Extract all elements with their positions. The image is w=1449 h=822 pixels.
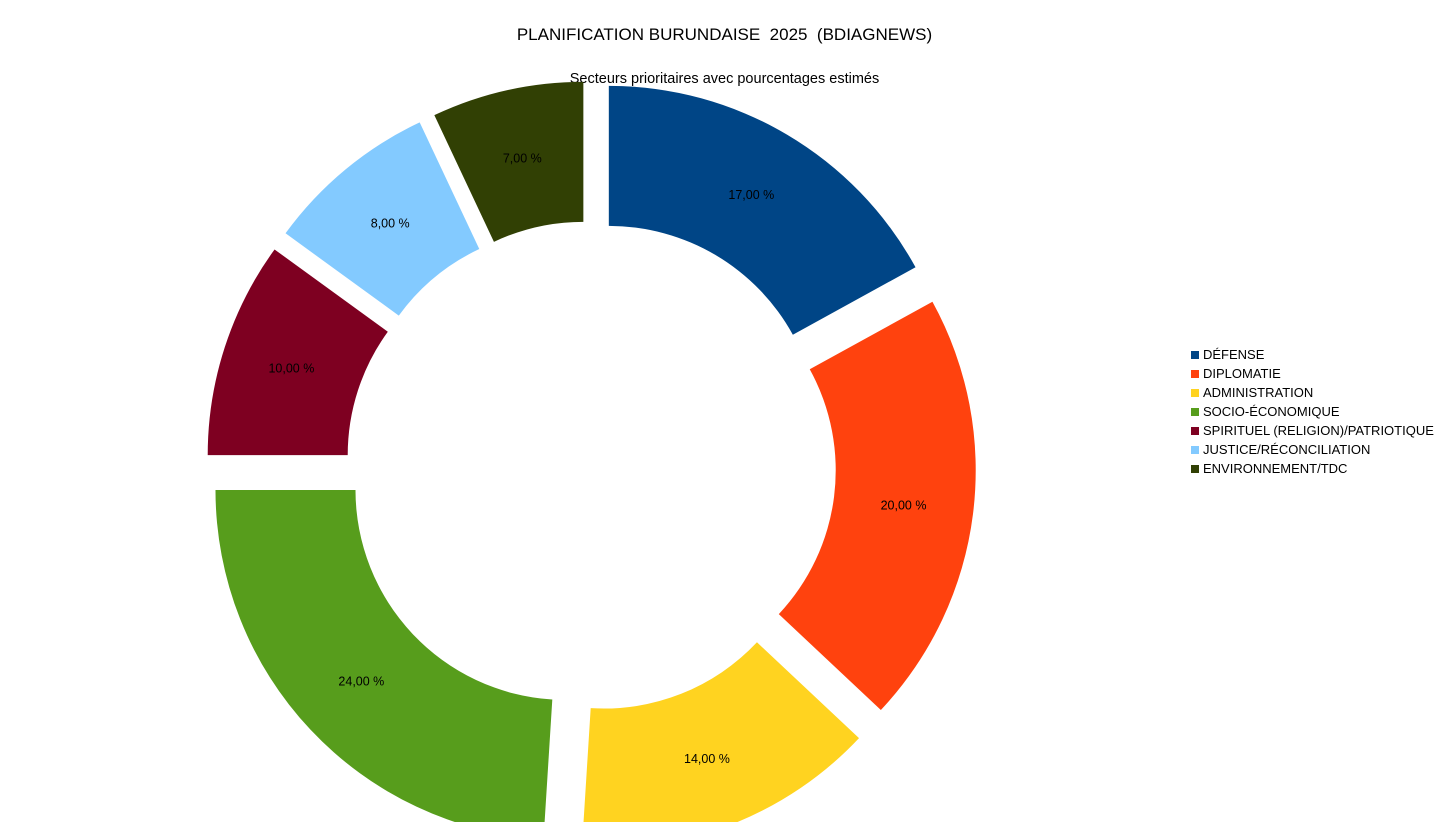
legend-item-spirituel-religion-patriotique: SPIRITUEL (RELIGION)/PATRIOTIQUE — [1191, 421, 1434, 440]
legend-label: DÉFENSE — [1203, 347, 1265, 362]
data-label-administration: 14,00 % — [684, 752, 730, 766]
legend-label: ENVIRONNEMENT/TDC — [1203, 461, 1348, 476]
slice-path-justice-reconciliation — [285, 122, 480, 316]
legend-label: SPIRITUEL (RELIGION)/PATRIOTIQUE — [1203, 423, 1434, 438]
legend-item-environnement-tdc: ENVIRONNEMENT/TDC — [1191, 459, 1434, 478]
legend-item-socio-economique: SOCIO-ÉCONOMIQUE — [1191, 402, 1434, 421]
slice-path-defense — [608, 85, 916, 335]
slice-path-spirituel-religion-patriotique — [207, 249, 388, 456]
slice-socio-economique: 24,00 % — [215, 489, 553, 822]
slice-spirituel-religion-patriotique: 10,00 % — [207, 249, 388, 456]
slice-path-diplomatie — [778, 301, 976, 710]
legend-swatch — [1191, 350, 1199, 359]
legend-label: ADMINISTRATION — [1203, 385, 1314, 400]
chart-title: PLANIFICATION BURUNDAISE 2025 (BDIAGNEWS… — [516, 25, 933, 44]
legend-swatch — [1191, 445, 1199, 454]
data-label-socio-economique: 24,00 % — [338, 675, 384, 689]
slice-justice-reconciliation: 8,00 % — [285, 122, 480, 316]
data-label-diplomatie: 20,00 % — [881, 498, 927, 512]
legend-swatch — [1191, 369, 1199, 378]
slice-path-administration — [583, 642, 860, 822]
slice-path-socio-economique — [215, 489, 553, 822]
legend-item-administration: ADMINISTRATION — [1191, 383, 1434, 402]
data-label-justice-reconciliation: 8,00 % — [371, 216, 410, 230]
legend-item-justice-reconciliation: JUSTICE/RÉCONCILIATION — [1191, 440, 1434, 459]
legend-item-diplomatie: DIPLOMATIE — [1191, 364, 1434, 383]
slice-path-environnement-tdc — [434, 81, 584, 242]
legend-swatch — [1191, 464, 1199, 473]
slice-environnement-tdc: 7,00 % — [434, 81, 584, 242]
legend-label: DIPLOMATIE — [1203, 366, 1281, 381]
legend-swatch — [1191, 426, 1199, 435]
chart-legend: DÉFENSE DIPLOMATIE ADMINISTRATION SOCIO-ÉCO… — [1191, 345, 1434, 478]
legend-item-defense: DÉFENSE — [1191, 345, 1434, 364]
legend-label: SOCIO-ÉCONOMIQUE — [1203, 404, 1340, 419]
legend-swatch — [1191, 407, 1199, 416]
data-label-environnement-tdc: 7,00 % — [503, 152, 542, 166]
slice-administration: 14,00 % — [583, 642, 860, 822]
legend-swatch — [1191, 388, 1199, 397]
chart-subtitle: Secteurs prioritaires avec pourcentages … — [569, 71, 880, 87]
data-label-defense: 17,00 % — [728, 188, 774, 202]
slice-defense: 17,00 % — [608, 85, 916, 335]
data-label-spirituel-religion-patriotique: 10,00 % — [268, 362, 314, 376]
legend-label: JUSTICE/RÉCONCILIATION — [1203, 442, 1371, 457]
slice-diplomatie: 20,00 % — [778, 301, 976, 710]
